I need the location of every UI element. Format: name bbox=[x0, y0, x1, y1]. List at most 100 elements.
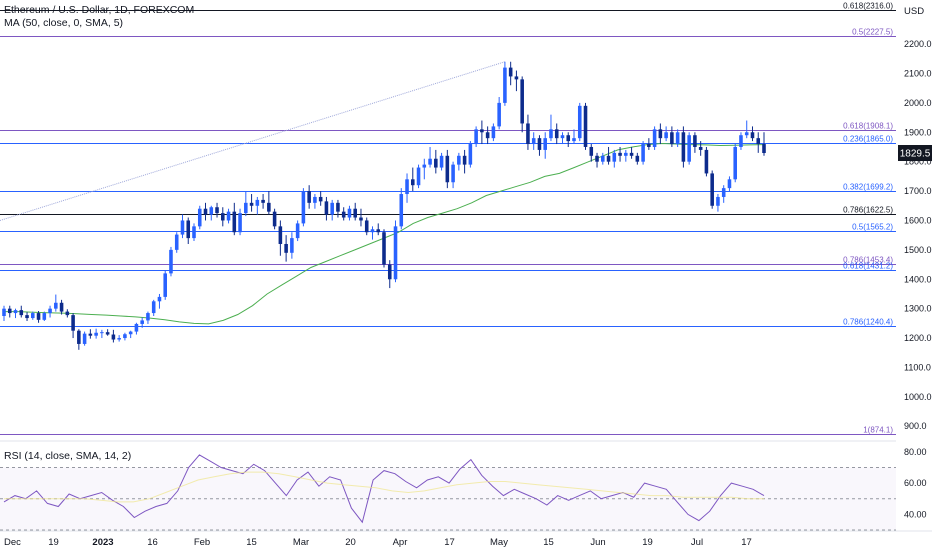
candle-body[interactable] bbox=[59, 302, 64, 312]
candle-body[interactable] bbox=[2, 308, 6, 317]
candle-body[interactable] bbox=[508, 67, 513, 77]
candle-body[interactable] bbox=[370, 229, 375, 233]
candle-body[interactable] bbox=[169, 249, 173, 274]
candle-body[interactable] bbox=[652, 129, 657, 147]
candle-body[interactable] bbox=[503, 67, 507, 103]
candle-body[interactable] bbox=[192, 226, 196, 239]
candle-body[interactable] bbox=[221, 213, 225, 221]
candle-body[interactable] bbox=[13, 310, 18, 314]
candle-body[interactable] bbox=[226, 211, 231, 221]
candle-body[interactable] bbox=[687, 135, 691, 162]
candle-body[interactable] bbox=[324, 201, 329, 215]
time-axis[interactable]: Dec 19 2023 16 Feb 15 Mar 20 Apr 17 May 15 Jun 19 Jul 1… bbox=[0, 530, 932, 548]
candle-body[interactable] bbox=[203, 208, 208, 215]
candle-body[interactable] bbox=[445, 155, 450, 183]
candle-body[interactable] bbox=[42, 313, 47, 320]
candle-body[interactable] bbox=[721, 188, 726, 197]
candle-body[interactable] bbox=[301, 191, 306, 224]
candle-body[interactable] bbox=[647, 144, 651, 147]
candle-body[interactable] bbox=[174, 234, 179, 250]
candle-body[interactable] bbox=[681, 132, 686, 162]
candle-body[interactable] bbox=[405, 179, 409, 195]
candle-body[interactable] bbox=[359, 217, 363, 221]
candle-body[interactable] bbox=[480, 129, 484, 133]
candle-body[interactable] bbox=[290, 238, 294, 253]
candle-body[interactable] bbox=[624, 152, 628, 156]
candle-body[interactable] bbox=[756, 138, 761, 145]
candle-body[interactable] bbox=[393, 226, 398, 280]
candle-body[interactable] bbox=[416, 167, 421, 186]
candle-body[interactable] bbox=[762, 144, 766, 154]
candle-body[interactable] bbox=[111, 334, 116, 340]
candle-body[interactable] bbox=[641, 144, 645, 162]
candle-body[interactable] bbox=[82, 333, 87, 344]
candle-body[interactable] bbox=[209, 207, 214, 215]
rsi-axis[interactable]: 80.00 60.00 40.00 bbox=[904, 447, 927, 520]
candles[interactable] bbox=[2, 61, 766, 350]
candle-body[interactable] bbox=[295, 223, 300, 239]
candle-body[interactable] bbox=[163, 273, 167, 297]
candle-body[interactable] bbox=[451, 164, 455, 183]
candle-body[interactable] bbox=[128, 331, 133, 335]
candle-body[interactable] bbox=[284, 243, 288, 253]
candle-body[interactable] bbox=[134, 323, 139, 332]
candle-body[interactable] bbox=[595, 155, 599, 162]
candle-body[interactable] bbox=[710, 173, 714, 206]
price-axis[interactable]: 2200.0 2100.0 2000.0 1900.0 1800.0 1700.0 1600… bbox=[904, 39, 932, 431]
candle-body[interactable] bbox=[583, 105, 588, 147]
candle-body[interactable] bbox=[566, 135, 571, 142]
candle-body[interactable] bbox=[675, 132, 680, 145]
candle-body[interactable] bbox=[94, 332, 98, 336]
candle-body[interactable] bbox=[336, 202, 340, 212]
candle-body[interactable] bbox=[462, 155, 467, 165]
candle-body[interactable] bbox=[457, 155, 461, 165]
candle-body[interactable] bbox=[249, 202, 254, 206]
candle-body[interactable] bbox=[733, 146, 737, 180]
candle-body[interactable] bbox=[399, 194, 404, 227]
candle-body[interactable] bbox=[232, 211, 237, 233]
candle-body[interactable] bbox=[244, 202, 248, 214]
candle-body[interactable] bbox=[341, 211, 346, 218]
candle-body[interactable] bbox=[727, 179, 732, 189]
candle-body[interactable] bbox=[140, 320, 144, 324]
candle-body[interactable] bbox=[439, 155, 444, 168]
candle-body[interactable] bbox=[497, 102, 501, 127]
candle-body[interactable] bbox=[387, 264, 392, 280]
candle-body[interactable] bbox=[531, 138, 536, 145]
ma-legend[interactable]: MA (50, close, 0, SMA, 5) bbox=[4, 17, 123, 29]
candle-body[interactable] bbox=[307, 191, 311, 203]
candle-body[interactable] bbox=[618, 152, 622, 156]
candle-body[interactable] bbox=[238, 213, 242, 233]
candle-body[interactable] bbox=[491, 126, 496, 139]
candle-body[interactable] bbox=[514, 76, 519, 80]
candle-body[interactable] bbox=[750, 132, 755, 139]
candle-body[interactable] bbox=[612, 152, 617, 162]
candle-body[interactable] bbox=[65, 311, 70, 316]
candle-body[interactable] bbox=[77, 330, 81, 344]
candle-body[interactable] bbox=[664, 132, 668, 139]
candle-body[interactable] bbox=[347, 208, 352, 218]
trend-line[interactable] bbox=[0, 61, 506, 221]
candle-body[interactable] bbox=[19, 310, 24, 316]
candle-body[interactable] bbox=[520, 79, 524, 124]
candle-body[interactable] bbox=[704, 149, 709, 174]
candle-body[interactable] bbox=[117, 338, 121, 340]
candle-body[interactable] bbox=[267, 202, 271, 212]
candle-body[interactable] bbox=[549, 129, 553, 139]
candle-body[interactable] bbox=[485, 132, 490, 139]
candle-body[interactable] bbox=[186, 220, 191, 239]
candle-body[interactable] bbox=[635, 155, 640, 162]
candle-body[interactable] bbox=[376, 229, 381, 233]
candle-body[interactable] bbox=[272, 211, 277, 227]
candle-body[interactable] bbox=[215, 207, 219, 214]
candle-body[interactable] bbox=[658, 129, 663, 139]
candle-body[interactable] bbox=[468, 144, 473, 165]
candle-body[interactable] bbox=[105, 332, 110, 335]
candle-body[interactable] bbox=[537, 138, 542, 150]
candle-body[interactable] bbox=[589, 146, 594, 156]
candle-body[interactable] bbox=[261, 199, 265, 203]
candle-body[interactable] bbox=[693, 135, 697, 147]
candle-body[interactable] bbox=[157, 296, 162, 302]
candle-body[interactable] bbox=[601, 155, 605, 162]
